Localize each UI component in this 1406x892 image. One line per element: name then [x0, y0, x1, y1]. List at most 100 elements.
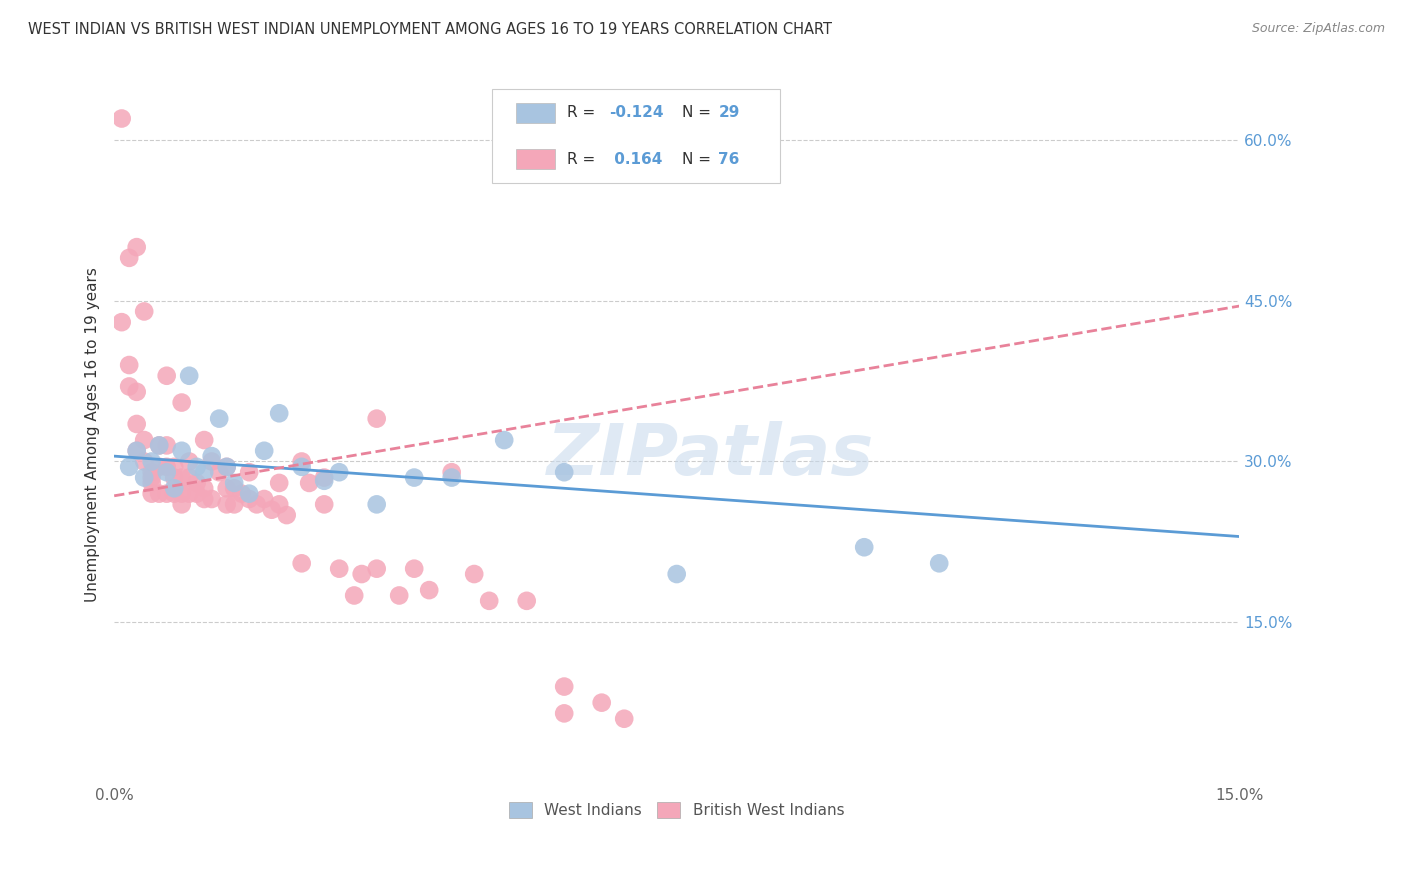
Text: N =: N =	[682, 152, 716, 167]
Point	[186, 486, 208, 500]
Point	[111, 112, 134, 126]
Point	[328, 562, 350, 576]
Point	[224, 475, 246, 490]
Point	[260, 502, 283, 516]
Point	[163, 470, 186, 484]
Point	[134, 304, 156, 318]
Point	[148, 459, 170, 474]
Point	[276, 508, 298, 522]
Point	[314, 470, 336, 484]
Point	[193, 433, 215, 447]
Point	[350, 567, 373, 582]
Point	[201, 449, 224, 463]
Point	[125, 443, 148, 458]
Point	[193, 465, 215, 479]
Point	[118, 379, 141, 393]
Point	[148, 438, 170, 452]
Point	[238, 465, 260, 479]
Point	[170, 443, 193, 458]
Point	[928, 557, 950, 571]
Point	[269, 497, 291, 511]
Point	[156, 368, 179, 383]
Point	[118, 358, 141, 372]
Point	[269, 475, 291, 490]
Legend: West Indians, British West Indians: West Indians, British West Indians	[503, 796, 851, 824]
Point	[215, 459, 238, 474]
Point	[125, 443, 148, 458]
Text: N =: N =	[682, 105, 716, 120]
Point	[179, 486, 201, 500]
Point	[440, 465, 463, 479]
Point	[253, 443, 276, 458]
Point	[125, 240, 148, 254]
Point	[156, 465, 179, 479]
Point	[208, 465, 231, 479]
Point	[179, 470, 201, 484]
Point	[665, 567, 688, 582]
Point	[224, 481, 246, 495]
Point	[591, 696, 613, 710]
Point	[179, 368, 201, 383]
Point	[463, 567, 485, 582]
Point	[215, 497, 238, 511]
Point	[179, 454, 201, 468]
Point	[388, 589, 411, 603]
Point	[224, 497, 246, 511]
Point	[215, 459, 238, 474]
Point	[853, 540, 876, 554]
Point	[231, 486, 253, 500]
Point	[246, 497, 269, 511]
Point	[516, 594, 538, 608]
Text: Source: ZipAtlas.com: Source: ZipAtlas.com	[1251, 22, 1385, 36]
Point	[314, 474, 336, 488]
Point	[163, 459, 186, 474]
Text: R =: R =	[567, 152, 600, 167]
Y-axis label: Unemployment Among Ages 16 to 19 years: Unemployment Among Ages 16 to 19 years	[86, 268, 100, 602]
Point	[163, 486, 186, 500]
Point	[186, 459, 208, 474]
Point	[156, 486, 179, 500]
Point	[156, 459, 179, 474]
Point	[141, 465, 163, 479]
Point	[118, 251, 141, 265]
Point	[148, 486, 170, 500]
Point	[613, 712, 636, 726]
Point	[141, 470, 163, 484]
Point	[193, 481, 215, 495]
Point	[418, 583, 440, 598]
Point	[125, 417, 148, 431]
Point	[141, 454, 163, 468]
Text: ZIPatlas: ZIPatlas	[547, 421, 875, 490]
Point	[366, 497, 388, 511]
Point	[170, 395, 193, 409]
Point	[343, 589, 366, 603]
Point	[291, 557, 314, 571]
Point	[148, 438, 170, 452]
Point	[238, 491, 260, 506]
Point	[404, 562, 426, 576]
Point	[170, 486, 193, 500]
Text: 76: 76	[718, 152, 740, 167]
Point	[328, 465, 350, 479]
Point	[163, 481, 186, 495]
Point	[238, 486, 260, 500]
Text: R =: R =	[567, 105, 600, 120]
Point	[134, 470, 156, 484]
Point	[193, 491, 215, 506]
Point	[134, 433, 156, 447]
Point	[215, 481, 238, 495]
Point	[553, 680, 575, 694]
Text: 29: 29	[718, 105, 740, 120]
Text: 0.164: 0.164	[609, 152, 662, 167]
Point	[298, 475, 321, 490]
Point	[170, 470, 193, 484]
Point	[111, 315, 134, 329]
Point	[186, 475, 208, 490]
Point	[156, 438, 179, 452]
Point	[253, 491, 276, 506]
Point	[291, 454, 314, 468]
Point	[494, 433, 516, 447]
Point	[141, 475, 163, 490]
Point	[553, 465, 575, 479]
Point	[553, 706, 575, 721]
